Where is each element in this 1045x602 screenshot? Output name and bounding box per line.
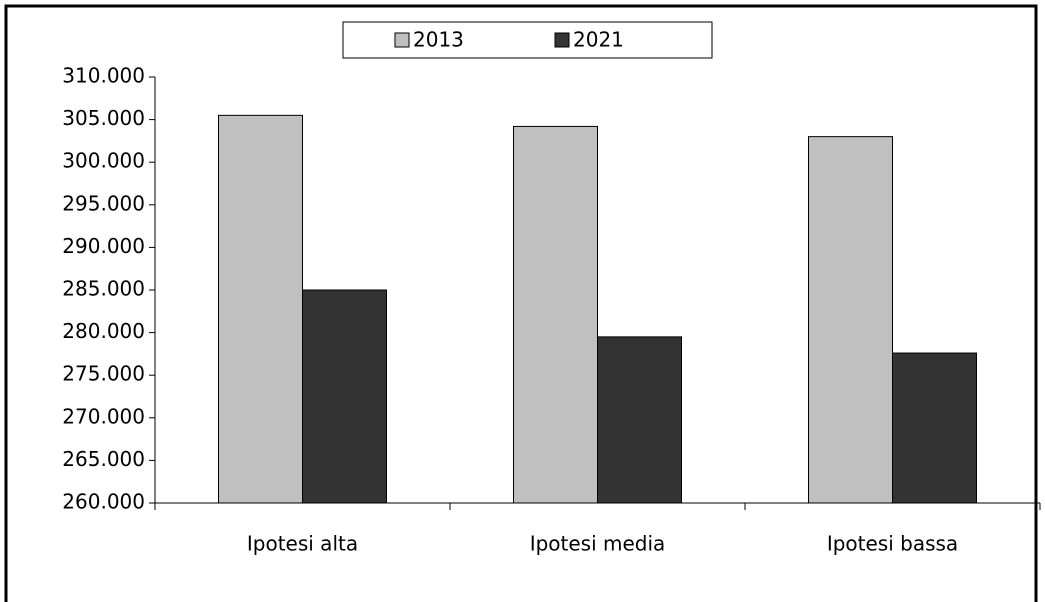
y-tick-label: 310.000 bbox=[62, 64, 145, 88]
bar bbox=[513, 125, 598, 504]
y-tick-label: 290.000 bbox=[62, 234, 145, 258]
y-tick-label: 260.000 bbox=[62, 490, 145, 514]
y-tick-label: 305.000 bbox=[62, 106, 145, 130]
y-tick-label: 300.000 bbox=[62, 149, 145, 173]
bar bbox=[808, 136, 893, 504]
bar bbox=[302, 289, 387, 504]
legend-swatch bbox=[554, 32, 570, 48]
legend-label: 2021 bbox=[573, 28, 624, 52]
y-tick-label: 265.000 bbox=[62, 447, 145, 471]
x-tick-label: Ipotesi media bbox=[530, 532, 666, 556]
x-tick-label: Ipotesi alta bbox=[247, 532, 358, 556]
bar bbox=[892, 352, 977, 504]
y-tick-label: 275.000 bbox=[62, 362, 145, 386]
bar bbox=[597, 336, 682, 504]
y-tick-label: 285.000 bbox=[62, 277, 145, 301]
y-tick-label: 270.000 bbox=[62, 404, 145, 428]
legend-box bbox=[342, 21, 713, 59]
legend-label: 2013 bbox=[413, 28, 464, 52]
y-tick-label: 280.000 bbox=[62, 319, 145, 343]
x-tick-label: Ipotesi bassa bbox=[827, 532, 958, 556]
bar bbox=[218, 114, 303, 504]
y-tick-label: 295.000 bbox=[62, 191, 145, 215]
chart-frame bbox=[4, 4, 1038, 602]
legend-swatch bbox=[394, 32, 410, 48]
